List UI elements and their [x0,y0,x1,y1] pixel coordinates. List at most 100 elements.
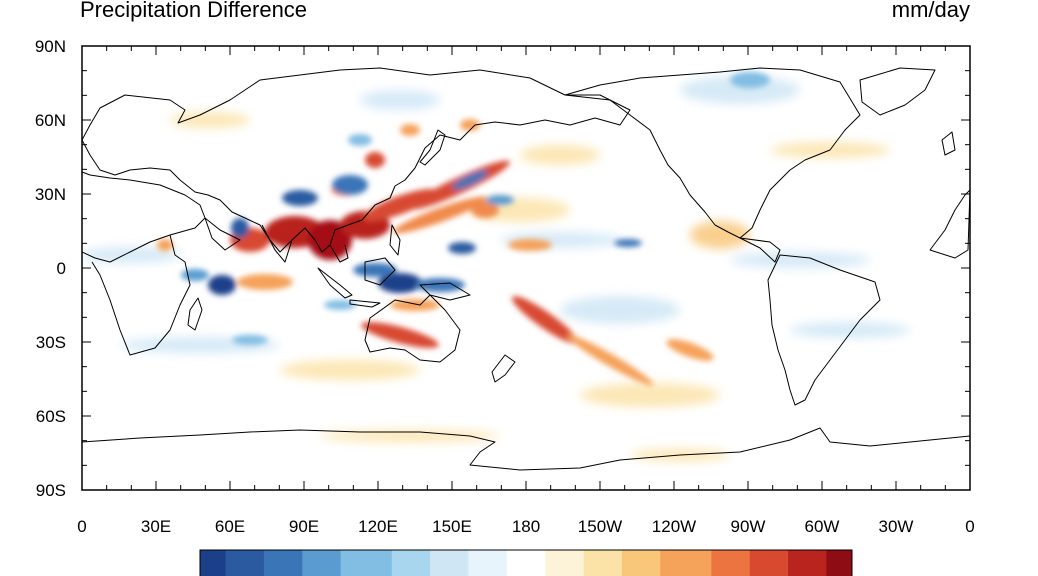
x-tick-label: 120E [358,517,398,536]
coastline-india [261,224,293,263]
x-tick-label: 0 [77,517,86,536]
colorbar-swatch [596,550,610,576]
colorbar-swatch [545,550,559,576]
colorbar-swatch [327,550,342,576]
colorbar-swatch [442,550,457,576]
x-axis-labels: 0 30E 60E 90E 120E 150E 180 150W 120W 90W 60W 30W 0 [77,517,974,536]
map-title: Precipitation Difference [80,0,308,22]
x-tick-label: 0 [965,517,974,536]
coastline-central-america [739,237,781,263]
coastline-newguinea [419,282,471,301]
coastline-java [349,299,381,308]
colorbar-swatch [698,550,712,576]
colorbar-swatch [200,550,214,576]
y-tick-label: 60S [36,407,66,426]
colorbar-frame [199,549,853,576]
anomaly-field [82,72,910,461]
coastline-south-america [767,254,881,406]
colorbar-swatch [289,550,303,576]
colorbar-swatch [430,550,444,576]
colorbar-swatch [749,550,764,576]
coastline-arabia [204,217,241,251]
colorbar-swatch [366,550,380,576]
x-tick-label: 180 [512,517,540,536]
y-tick-label: 90S [36,481,66,500]
x-tick-label: 150E [432,517,472,536]
colorbar-swatch [468,550,482,576]
colorbar-swatch [263,550,278,576]
coastline-europe-west [929,189,970,259]
colorbar-swatch [378,550,393,576]
coastline-madagascar [187,297,203,331]
units-label: mm/day [891,0,970,22]
y-tick-label: 30S [36,333,66,352]
coastline-philippines [389,224,401,256]
coastline-antarctica [82,427,970,471]
x-tick-label: 150W [578,517,622,536]
colorbar-swatch [634,550,648,576]
colorbar-swatch [455,550,469,576]
colorbar-swatch [225,550,239,576]
colorbar-swatch [685,550,700,576]
colorbar-swatch [506,550,521,576]
colorbar-swatch [532,550,546,576]
colorbar-swatch [800,550,815,576]
colorbar-swatch [557,550,572,576]
colorbar-swatch [302,550,316,576]
colorbar-swatch [570,550,585,576]
y-tick-label: 30N [35,185,66,204]
y-tick-label: 60N [35,111,66,130]
colorbar-swatch [660,550,674,576]
colorbar-swatch [609,550,623,576]
colorbar-swatch [391,550,406,576]
colorbar-swatch [724,550,738,576]
colorbar-swatch [583,550,597,576]
colorbar-swatch [353,550,367,576]
coastline-eurasia [82,67,631,253]
colorbar-swatch [788,550,802,576]
coastline-seasia [329,244,349,263]
colorbar-swatch [315,550,329,576]
coastlines [82,67,970,471]
x-tick-label: 30E [141,517,171,536]
x-tick-label: 90E [289,517,319,536]
colorbar-swatch [762,550,776,576]
x-tick-label: 60E [215,517,245,536]
colorbar-swatch [404,550,418,576]
colorbar-swatch [813,550,827,576]
colorbar-swatch [340,550,354,576]
x-tick-label: 120W [652,517,696,536]
colorbar-swatch [711,550,725,576]
y-tick-label: 0 [57,259,66,278]
coastline-borneo [364,257,396,286]
coastline-sumatra [317,267,353,299]
colorbar-swatch [673,550,687,576]
x-tick-label: 60W [805,517,840,536]
coastline-australia [364,294,461,363]
colorbar-swatch [417,550,431,576]
colorbar-swatch [621,550,636,576]
y-tick-label: 90N [35,37,66,56]
colorbar [199,549,853,576]
colorbar-swatch [481,550,495,576]
colorbar-swatch [519,550,533,576]
coastline-greenland [859,67,936,116]
axis-ticks [81,45,971,491]
coastline-newzealand [491,354,516,383]
coastline-africa-east [91,234,191,356]
coastline-north-america [564,67,861,239]
colorbar-swatch [775,550,789,576]
x-tick-label: 30W [879,517,914,536]
colorbar-swatch [647,550,661,576]
colorbar-swatch [494,550,508,576]
y-axis-labels: 90N 60N 30N 0 30S 60S 90S [35,37,66,500]
colorbar-swatch [276,550,290,576]
colorbar-swatch [839,550,853,576]
x-tick-label: 90W [731,517,766,536]
coastline-japan [419,129,446,166]
colorbar-swatch [238,550,252,576]
colorbar-swatch [826,550,840,576]
coastline-uk [941,131,956,156]
colorbar-swatch [736,550,751,576]
